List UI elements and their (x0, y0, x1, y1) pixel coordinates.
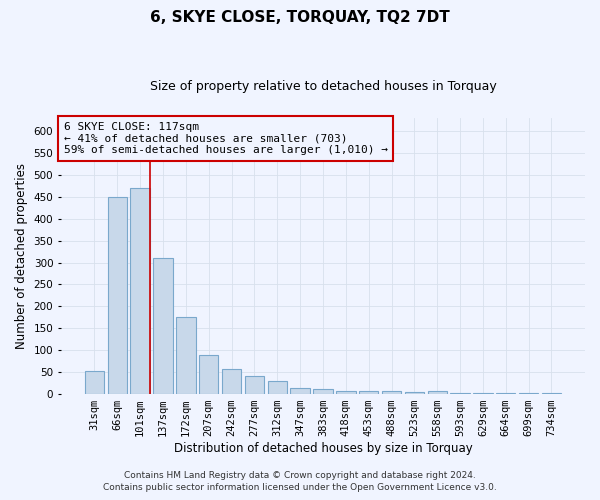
X-axis label: Distribution of detached houses by size in Torquay: Distribution of detached houses by size … (173, 442, 472, 455)
Text: 6, SKYE CLOSE, TORQUAY, TQ2 7DT: 6, SKYE CLOSE, TORQUAY, TQ2 7DT (150, 10, 450, 25)
Bar (359, 391, 379, 394)
Bar (473, 393, 493, 394)
Bar (496, 393, 515, 394)
Bar (542, 393, 561, 394)
Text: 6 SKYE CLOSE: 117sqm
← 41% of detached houses are smaller (703)
59% of semi-deta: 6 SKYE CLOSE: 117sqm ← 41% of detached h… (64, 122, 388, 155)
Bar (85, 372, 104, 394)
Bar (245, 376, 264, 394)
Title: Size of property relative to detached houses in Torquay: Size of property relative to detached ho… (149, 80, 496, 93)
Text: Contains HM Land Registry data © Crown copyright and database right 2024.
Contai: Contains HM Land Registry data © Crown c… (103, 471, 497, 492)
Bar (130, 188, 150, 394)
Bar (176, 318, 196, 394)
Bar (107, 196, 127, 394)
Bar (290, 388, 310, 394)
Bar (199, 356, 218, 394)
Bar (154, 258, 173, 394)
Bar (428, 390, 447, 394)
Bar (222, 369, 241, 394)
Bar (519, 393, 538, 394)
Bar (336, 390, 356, 394)
Bar (382, 392, 401, 394)
Y-axis label: Number of detached properties: Number of detached properties (15, 163, 28, 349)
Bar (313, 389, 332, 394)
Bar (404, 392, 424, 394)
Bar (268, 381, 287, 394)
Bar (451, 393, 470, 394)
